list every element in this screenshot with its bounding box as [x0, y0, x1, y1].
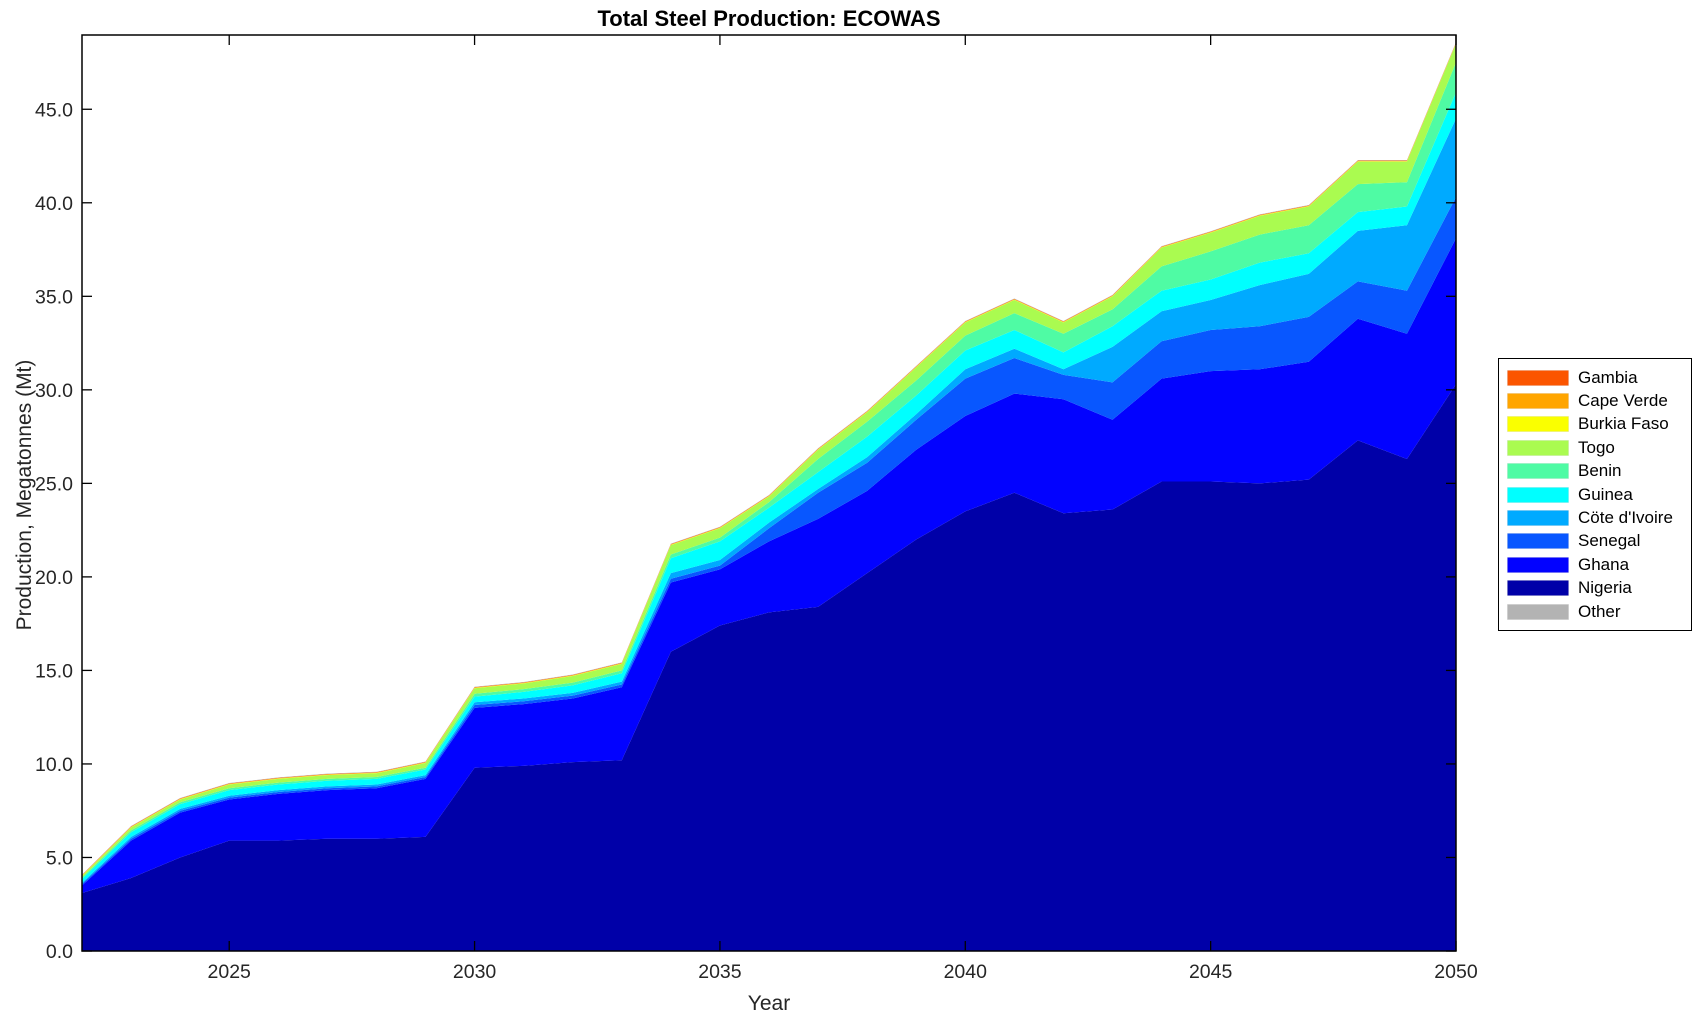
area-series-nigeria [82, 384, 1456, 951]
legend-entry: Burkia Faso [1507, 413, 1691, 436]
axis-layer [81, 34, 1457, 952]
area-series-layer [82, 42, 1456, 951]
legend-entry: Cape Verde [1507, 389, 1691, 412]
tick-label: 10.0 [35, 754, 73, 776]
legend-entry: Other [1507, 600, 1691, 623]
legend-swatch-cape-verde [1507, 393, 1569, 410]
legend-label: Ghana [1578, 554, 1630, 574]
legend-swatch-benin [1507, 463, 1569, 480]
y-axis-label: Production, Megatonnes (Mt) [13, 359, 36, 631]
legend-entry: Benin [1507, 460, 1691, 483]
tick-label: 2035 [698, 961, 742, 983]
legend-entry: Senegal [1507, 530, 1691, 553]
tick-label: 35.0 [35, 286, 73, 308]
legend-label: Togo [1578, 437, 1615, 457]
plot-border [81, 34, 1457, 952]
tick-label: 2050 [1434, 961, 1478, 983]
legend-label: Cape Verde [1578, 391, 1668, 411]
legend-entry: Guinea [1507, 483, 1691, 506]
tick-label: 15.0 [35, 660, 73, 682]
legend-swatch-other [1507, 603, 1569, 620]
legend-swatch-senegal [1507, 533, 1569, 550]
area-series-ghana [82, 238, 1456, 894]
tick-label: 40.0 [35, 193, 73, 215]
legend-label: Gambia [1578, 367, 1638, 387]
x-axis-label: Year [747, 992, 791, 1015]
tick-label: 2030 [453, 961, 497, 983]
legend-entry: Ghana [1507, 553, 1691, 576]
legend-swatch-nigeria [1507, 580, 1569, 597]
legend-swatch-togo [1507, 439, 1569, 456]
legend: Gambia Cape Verde Burkia Faso Togo Benin Guin… [1498, 358, 1692, 632]
legend-label: Guinea [1578, 484, 1633, 504]
chart-title: Total Steel Production: ECOWAS [597, 6, 941, 31]
tick-label: 2045 [1189, 961, 1233, 983]
legend-swatch-burkia-faso [1507, 416, 1569, 433]
area-series-senegal [82, 197, 1456, 886]
legend-label: Burkia Faso [1578, 414, 1669, 434]
legend-swatch-guinea [1507, 486, 1569, 503]
legend-label: Other [1578, 601, 1621, 621]
legend-entry: Nigeria [1507, 577, 1691, 600]
legend-swatch-c-te-d-ivoire [1507, 510, 1569, 527]
legend-entry: Cöte d'Ivoire [1507, 506, 1691, 529]
tick-label: 25.0 [35, 473, 73, 495]
tick-label: 0.0 [46, 941, 73, 963]
tick-label: 2040 [944, 961, 988, 983]
tick-label: 45.0 [35, 99, 73, 121]
tick-label: 20.0 [35, 567, 73, 589]
legend-entry: Togo [1507, 436, 1691, 459]
legend-entry: Gambia [1507, 366, 1691, 389]
legend-label: Nigeria [1578, 578, 1632, 598]
legend-label: Cöte d'Ivoire [1578, 508, 1673, 528]
legend-swatch-gambia [1507, 369, 1569, 386]
tick-label: 30.0 [35, 380, 73, 402]
legend-swatch-ghana [1507, 556, 1569, 573]
tick-label-layer: 2025 2030 2035 2040 2045 2050 0.0 5.0 10.0 15.0 20… [35, 99, 1478, 983]
tick-label: 2025 [208, 961, 252, 983]
tick-label: 5.0 [46, 847, 73, 869]
legend-label: Benin [1578, 461, 1622, 481]
legend-label: Senegal [1578, 531, 1641, 551]
